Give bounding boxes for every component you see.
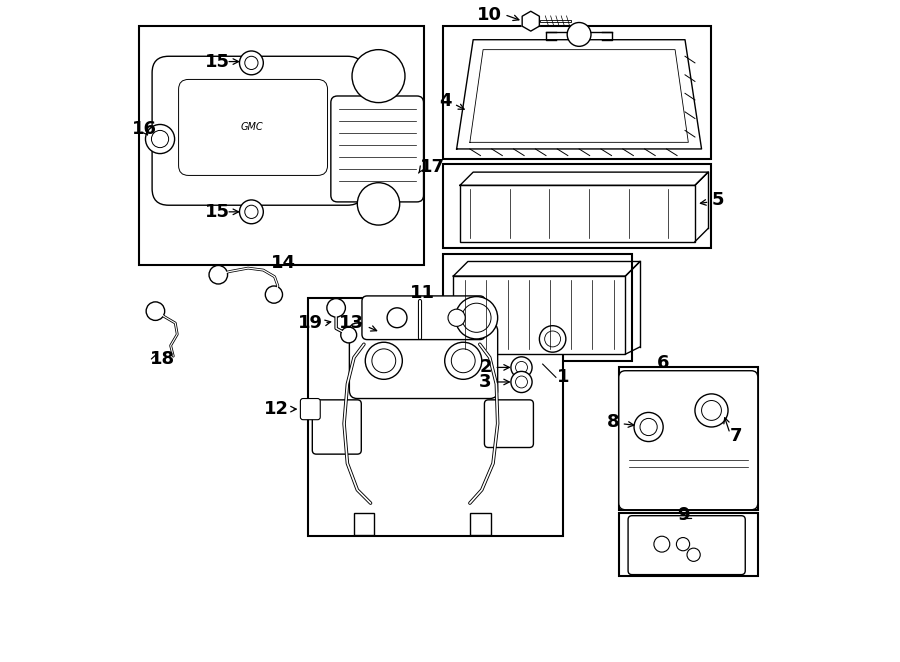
Circle shape [462, 303, 491, 332]
Bar [139, 26, 424, 265]
Text: 9: 9 [677, 506, 689, 524]
Bar [444, 254, 632, 361]
Circle shape [654, 536, 670, 552]
Text: 8: 8 [607, 413, 619, 432]
Text: 6: 6 [656, 354, 669, 372]
FancyBboxPatch shape [301, 399, 320, 420]
Circle shape [455, 297, 498, 339]
Text: 10: 10 [477, 5, 501, 24]
Text: 16: 16 [131, 120, 157, 138]
FancyBboxPatch shape [484, 400, 534, 448]
Circle shape [372, 349, 396, 373]
Circle shape [239, 200, 264, 224]
Circle shape [677, 538, 689, 551]
Bar [460, 185, 695, 242]
Circle shape [341, 327, 356, 343]
Text: 12: 12 [264, 400, 289, 418]
Text: 17: 17 [419, 158, 445, 176]
Text: 15: 15 [204, 52, 230, 71]
FancyBboxPatch shape [178, 79, 328, 175]
Circle shape [327, 299, 346, 317]
Circle shape [687, 548, 700, 561]
Circle shape [245, 56, 258, 70]
Circle shape [451, 349, 475, 373]
Circle shape [516, 361, 527, 373]
FancyBboxPatch shape [619, 371, 758, 510]
Circle shape [266, 286, 283, 303]
Circle shape [511, 371, 532, 393]
Circle shape [245, 205, 258, 218]
Circle shape [511, 357, 532, 378]
Bar [444, 164, 712, 248]
FancyBboxPatch shape [628, 516, 745, 575]
Circle shape [544, 331, 561, 347]
Circle shape [640, 418, 657, 436]
Text: 5: 5 [712, 191, 724, 209]
Text: 4: 4 [439, 91, 451, 110]
FancyBboxPatch shape [312, 400, 361, 454]
Circle shape [448, 309, 465, 326]
Text: 7: 7 [729, 426, 742, 445]
Bar [444, 26, 712, 159]
FancyBboxPatch shape [152, 56, 364, 205]
Circle shape [239, 51, 264, 75]
FancyBboxPatch shape [331, 96, 424, 202]
Circle shape [445, 342, 482, 379]
Bar [470, 513, 491, 535]
Text: 11: 11 [410, 284, 436, 303]
Circle shape [365, 342, 402, 379]
Circle shape [702, 401, 722, 420]
Polygon shape [456, 40, 702, 149]
Bar [354, 513, 373, 535]
Bar [619, 367, 758, 510]
Text: 13: 13 [339, 314, 364, 332]
Bar [619, 513, 758, 576]
Circle shape [387, 308, 407, 328]
Circle shape [357, 183, 400, 225]
Polygon shape [522, 11, 539, 31]
Circle shape [352, 50, 405, 103]
Circle shape [209, 265, 228, 284]
Circle shape [634, 412, 663, 442]
FancyBboxPatch shape [362, 296, 485, 340]
Bar [308, 298, 562, 536]
Text: 18: 18 [149, 350, 175, 368]
Circle shape [539, 326, 566, 352]
Circle shape [567, 23, 591, 46]
Text: 1: 1 [557, 368, 570, 387]
Text: 19: 19 [298, 314, 323, 332]
Circle shape [695, 394, 728, 427]
Text: 2: 2 [479, 358, 491, 377]
Text: 14: 14 [271, 254, 296, 273]
Text: 15: 15 [204, 203, 230, 221]
Bar [662, 483, 685, 500]
Bar [627, 483, 649, 500]
Circle shape [146, 302, 165, 320]
Circle shape [146, 124, 175, 154]
Bar [454, 276, 626, 354]
Text: GMC: GMC [240, 122, 263, 132]
Circle shape [151, 130, 168, 148]
Text: 3: 3 [479, 373, 491, 391]
Circle shape [516, 376, 527, 388]
FancyBboxPatch shape [349, 323, 498, 399]
